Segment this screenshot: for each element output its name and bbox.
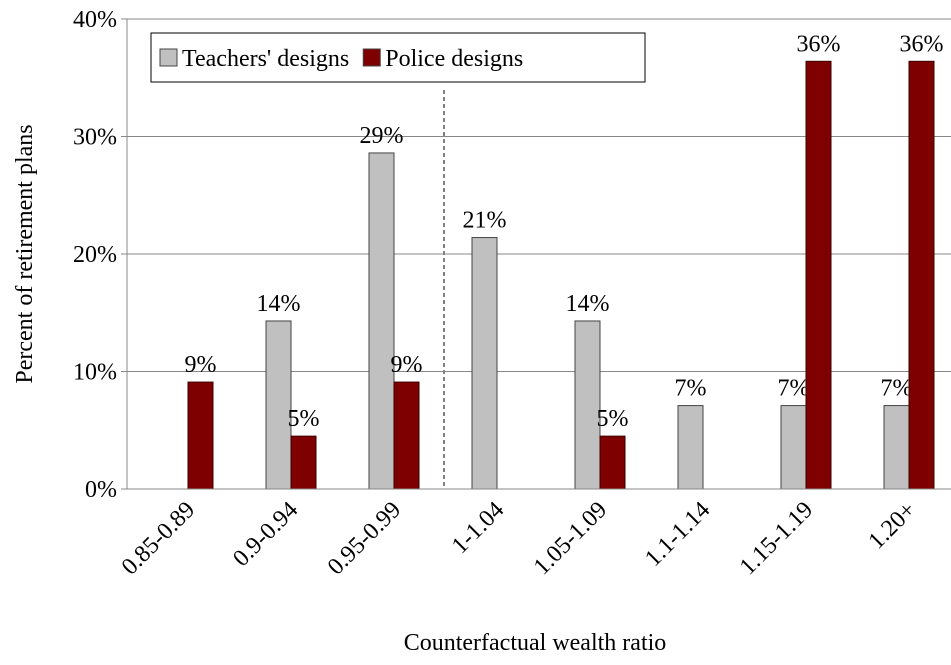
value-label: 5%: [288, 406, 320, 432]
value-label: 14%: [257, 291, 301, 317]
x-tick-label: 0.95-0.99: [323, 497, 406, 580]
value-label: 7%: [881, 376, 913, 402]
x-tick-label: 0.9-0.94: [228, 497, 303, 572]
bar: [599, 435, 626, 490]
x-axis-label: Counterfactual wealth ratio: [404, 630, 667, 656]
value-label: 9%: [185, 352, 217, 378]
value-label: 36%: [900, 31, 944, 57]
bar: [393, 381, 420, 490]
legend-label: Teachers' designs: [182, 46, 349, 72]
x-tick-label: 0.85-0.89: [117, 497, 200, 580]
y-tick-label: 30%: [73, 125, 117, 151]
value-label: 21%: [463, 208, 507, 234]
y-tick-label: 40%: [73, 7, 117, 33]
x-tick-label: 1.15-1.19: [735, 497, 818, 580]
bar: [290, 435, 317, 490]
value-label: 9%: [391, 352, 423, 378]
legend-label: Police designs: [385, 46, 523, 72]
value-label: 29%: [360, 123, 404, 149]
value-label: 7%: [778, 376, 810, 402]
y-tick-label: 10%: [73, 360, 117, 386]
x-tick-label: 1.20+: [864, 497, 922, 555]
legend-swatch: [159, 48, 178, 67]
legend-swatch: [362, 48, 381, 67]
value-label: 36%: [797, 31, 841, 57]
bar: [574, 320, 601, 490]
bar: [805, 60, 832, 490]
x-tick-label: 1.1-1.14: [640, 497, 715, 572]
bar: [471, 237, 498, 490]
x-tick-label: 1-1.04: [447, 497, 509, 559]
bar: [780, 405, 807, 490]
bar: [368, 152, 395, 490]
y-tick-label: 20%: [73, 242, 117, 268]
value-label: 7%: [675, 376, 707, 402]
bar: [908, 60, 935, 490]
x-tick-label: 1.05-1.09: [529, 497, 612, 580]
bar: [677, 405, 704, 490]
bar: [265, 320, 292, 490]
bar: [187, 381, 214, 490]
legend-box: [150, 32, 646, 83]
y-tick-label: 0%: [85, 477, 117, 503]
y-axis-label: Percent of retirement plans: [12, 124, 38, 383]
value-label: 5%: [597, 406, 629, 432]
value-label: 14%: [566, 291, 610, 317]
bar: [883, 405, 910, 490]
